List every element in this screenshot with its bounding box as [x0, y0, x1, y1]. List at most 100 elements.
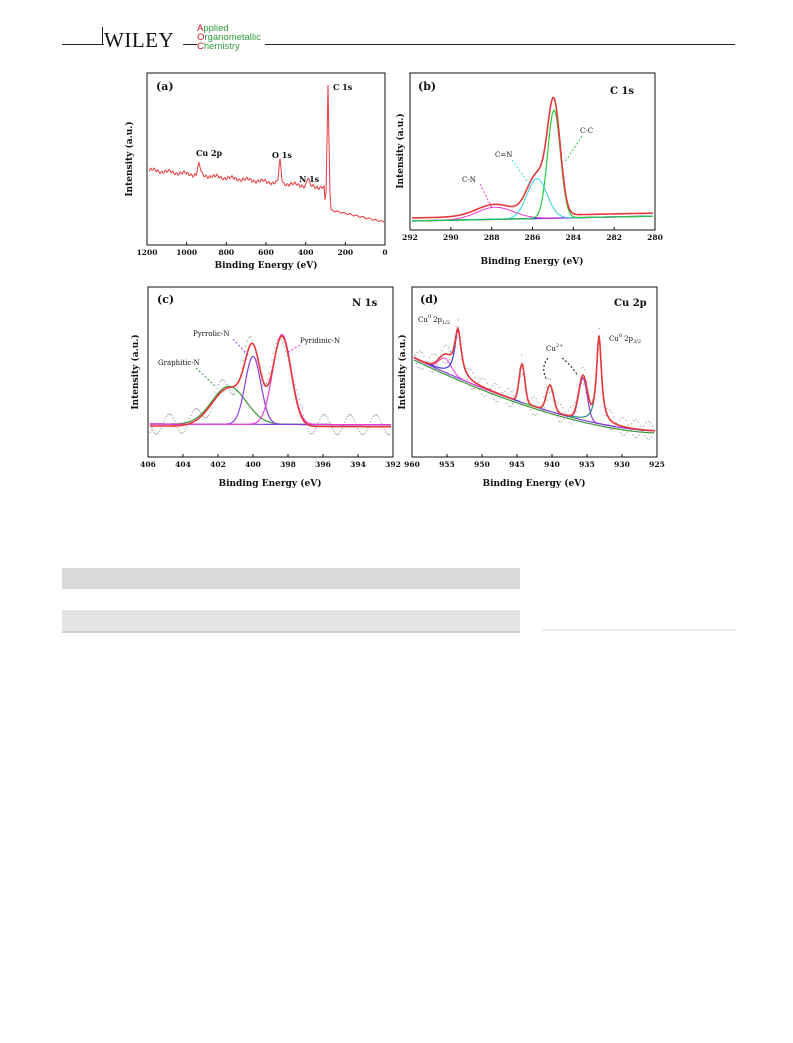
c1s-cc-peak: [411, 109, 654, 222]
cu2p-data-point: [535, 397, 537, 400]
cu2p-data-point: [507, 405, 510, 407]
n1s-data-point: [217, 383, 220, 386]
n1s-data-point: [295, 389, 298, 391]
cu2p-data-point: [429, 370, 432, 372]
cu2p-data-point: [556, 416, 558, 418]
cu2p-data-point: [537, 401, 539, 403]
n1s-data-point: [361, 433, 364, 436]
n1s-data-point: [193, 409, 195, 411]
cu2p-data-point: [449, 350, 452, 352]
cu2p-data-point: [472, 372, 474, 374]
cu2p-data-point: [645, 422, 647, 424]
cu2p-data-point: [422, 368, 424, 370]
cu2p-data-point: [420, 368, 422, 371]
anno-c-c: C-C: [580, 127, 593, 135]
cu2p-data-point: [506, 388, 508, 390]
n1s-data-point: [364, 432, 366, 434]
header-rule-right: [265, 44, 735, 45]
n1s-data-point: [363, 433, 365, 436]
n1s-data-point: [365, 430, 368, 432]
n1s-data-point: [308, 431, 310, 433]
n1s-data-point: [379, 419, 381, 421]
panel-d-tick-label: 935: [579, 460, 595, 469]
n1s-data-point: [276, 339, 279, 341]
journal-name: Applied Organometallic Chemistry: [197, 24, 261, 52]
panel-b-title: C 1s: [610, 86, 634, 97]
cu2p-data-point: [494, 383, 496, 385]
panel-c-tick-label: 402: [210, 460, 226, 469]
n1s-data-point: [190, 414, 192, 417]
n1s-data-point: [378, 416, 380, 418]
n1s-data-point: [320, 416, 322, 418]
panel-a-tick-label: 600: [258, 248, 274, 257]
cu2p-data-point: [501, 391, 503, 394]
panel-a-label: (a): [156, 80, 174, 93]
n1s-pyridinic-leader: [287, 344, 301, 353]
n1s-data-point: [204, 416, 206, 419]
cu2p-data-point: [447, 346, 450, 349]
n1s-data-point: [252, 339, 254, 342]
cu2p-data-point: [529, 409, 532, 411]
panel-d-tick-label: 950: [474, 460, 490, 469]
n1s-data-point: [226, 384, 228, 386]
cu2p-data-point: [635, 419, 637, 421]
cu2p-data-point: [483, 395, 485, 398]
panel-a-tick-label: 0: [382, 248, 387, 257]
n1s-data-point: [165, 415, 168, 418]
n1s-data-point: [358, 431, 361, 433]
cu2p-data-point: [574, 401, 576, 404]
panel-a-tick-label: 800: [219, 248, 235, 257]
panel-d-tick-label: 945: [509, 460, 525, 469]
panel-d: (d) Cu 2p Cu0 2p1/2 Cu2+ Cu0 2p3/2 960 955 9…: [397, 286, 665, 489]
header-tick: [102, 27, 103, 45]
table-rule: [62, 631, 520, 633]
panel-b-ylabel: Intensity (a.u.): [395, 113, 406, 188]
n1s-data-point: [337, 433, 339, 436]
n1s-data-point: [283, 345, 285, 348]
n1s-graphitic-leader: [195, 367, 216, 387]
n1s-data-point: [174, 420, 176, 422]
panel-b-label: (b): [418, 80, 436, 93]
panel-a-tick-label: 400: [298, 248, 314, 257]
cu2p-data-point: [443, 345, 445, 347]
panel-d-tick-label: 955: [439, 460, 455, 469]
n1s-data-point: [323, 413, 325, 416]
n1s-data-point: [268, 372, 270, 375]
cu2p-data-point: [623, 417, 625, 419]
cu2p-data-point: [493, 398, 495, 400]
journal-line-2: Organometallic: [197, 32, 261, 43]
cu2p-data-point: [544, 407, 546, 409]
cu2p-arrow-left: [543, 357, 549, 381]
cu2p-data-point: [618, 419, 621, 421]
cu2p-data-point: [448, 359, 451, 361]
n1s-data-point: [167, 414, 169, 416]
anno-cu0-2p12: Cu0 2p1/2: [418, 314, 450, 326]
panel-d-ylabel: Intensity (a.u.): [397, 334, 408, 409]
panel-a-tick-label: 200: [338, 248, 354, 257]
cu2p-data-point: [652, 425, 654, 427]
n1s-data-point: [269, 366, 272, 368]
panel-b-tick-label: 284: [566, 233, 582, 242]
n1s-data-point: [160, 427, 162, 430]
cu2p-data-point: [432, 371, 434, 373]
header-rule-mid: [183, 44, 197, 45]
n1s-data-point: [338, 432, 340, 435]
n1s-data-point: [354, 421, 357, 424]
cu2p-data-point: [423, 355, 425, 358]
n1s-data-point: [164, 418, 166, 420]
anno-graphitic: Graphitic-N: [158, 359, 200, 367]
anno-cu2p: Cu 2p: [196, 148, 223, 158]
panel-d-tick-label: 960: [404, 460, 420, 469]
cu2p-data-point: [479, 378, 482, 380]
panel-b-tick-label: 290: [443, 233, 459, 242]
cu2p-data-point: [543, 396, 545, 398]
n1s-data-point: [246, 340, 248, 342]
cu2p-data-point: [619, 432, 622, 434]
cu2p-data-point: [646, 438, 648, 440]
panel-b-xlabel: Binding Energy (eV): [480, 256, 583, 267]
n1s-data-point: [353, 418, 355, 421]
cu2p-data-point: [562, 407, 564, 409]
cu2p-data-point: [586, 381, 588, 383]
n1s-data-point: [176, 426, 179, 429]
cu2p-data-point: [508, 388, 511, 390]
